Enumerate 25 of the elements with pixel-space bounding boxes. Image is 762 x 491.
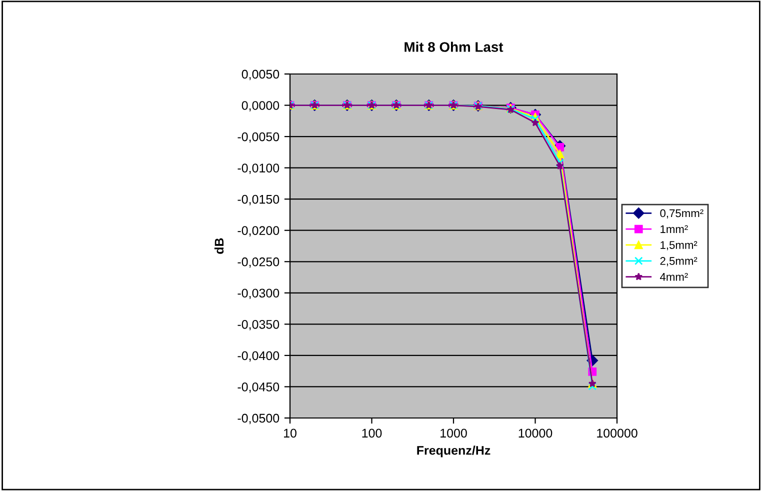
x-tick-label: 1000 — [440, 428, 467, 438]
y-tick-label: -0,0150 — [238, 194, 280, 206]
legend-label: 1mm² — [660, 225, 688, 233]
legend-label: 4mm² — [660, 272, 688, 281]
legend-label: 1,5mm² — [660, 241, 698, 250]
y-tick-label: -0,0450 — [238, 382, 280, 393]
x-tick-label: 100 — [362, 428, 382, 438]
x-axis-title: Frequenz/Hz — [417, 446, 490, 458]
x-tick-label: 10 — [284, 428, 296, 438]
chart-title: Mit 8 Ohm Last — [404, 42, 504, 52]
y-tick-label: -0,0400 — [238, 351, 280, 362]
y-tick-label: -0,0100 — [238, 164, 280, 174]
y-tick-label: -0,0300 — [238, 288, 280, 300]
y-tick-label: -0,0350 — [238, 320, 280, 330]
y-tick-label: -0,0200 — [238, 226, 280, 236]
y-axis-title: dB — [214, 238, 224, 254]
x-tick-label: 10000 — [518, 428, 552, 438]
x-tick-label: 100000 — [597, 428, 638, 438]
y-tick-label: -0,0050 — [238, 132, 280, 143]
legend-label: 2,5mm² — [660, 257, 698, 266]
legend-label: 0,75mm² — [660, 209, 704, 218]
y-tick-label: -0,0250 — [238, 257, 280, 268]
y-tick-label: -0,0500 — [238, 414, 280, 424]
y-tick-label: 0,0050 — [242, 70, 280, 80]
y-tick-label: 0,0000 — [242, 101, 280, 112]
